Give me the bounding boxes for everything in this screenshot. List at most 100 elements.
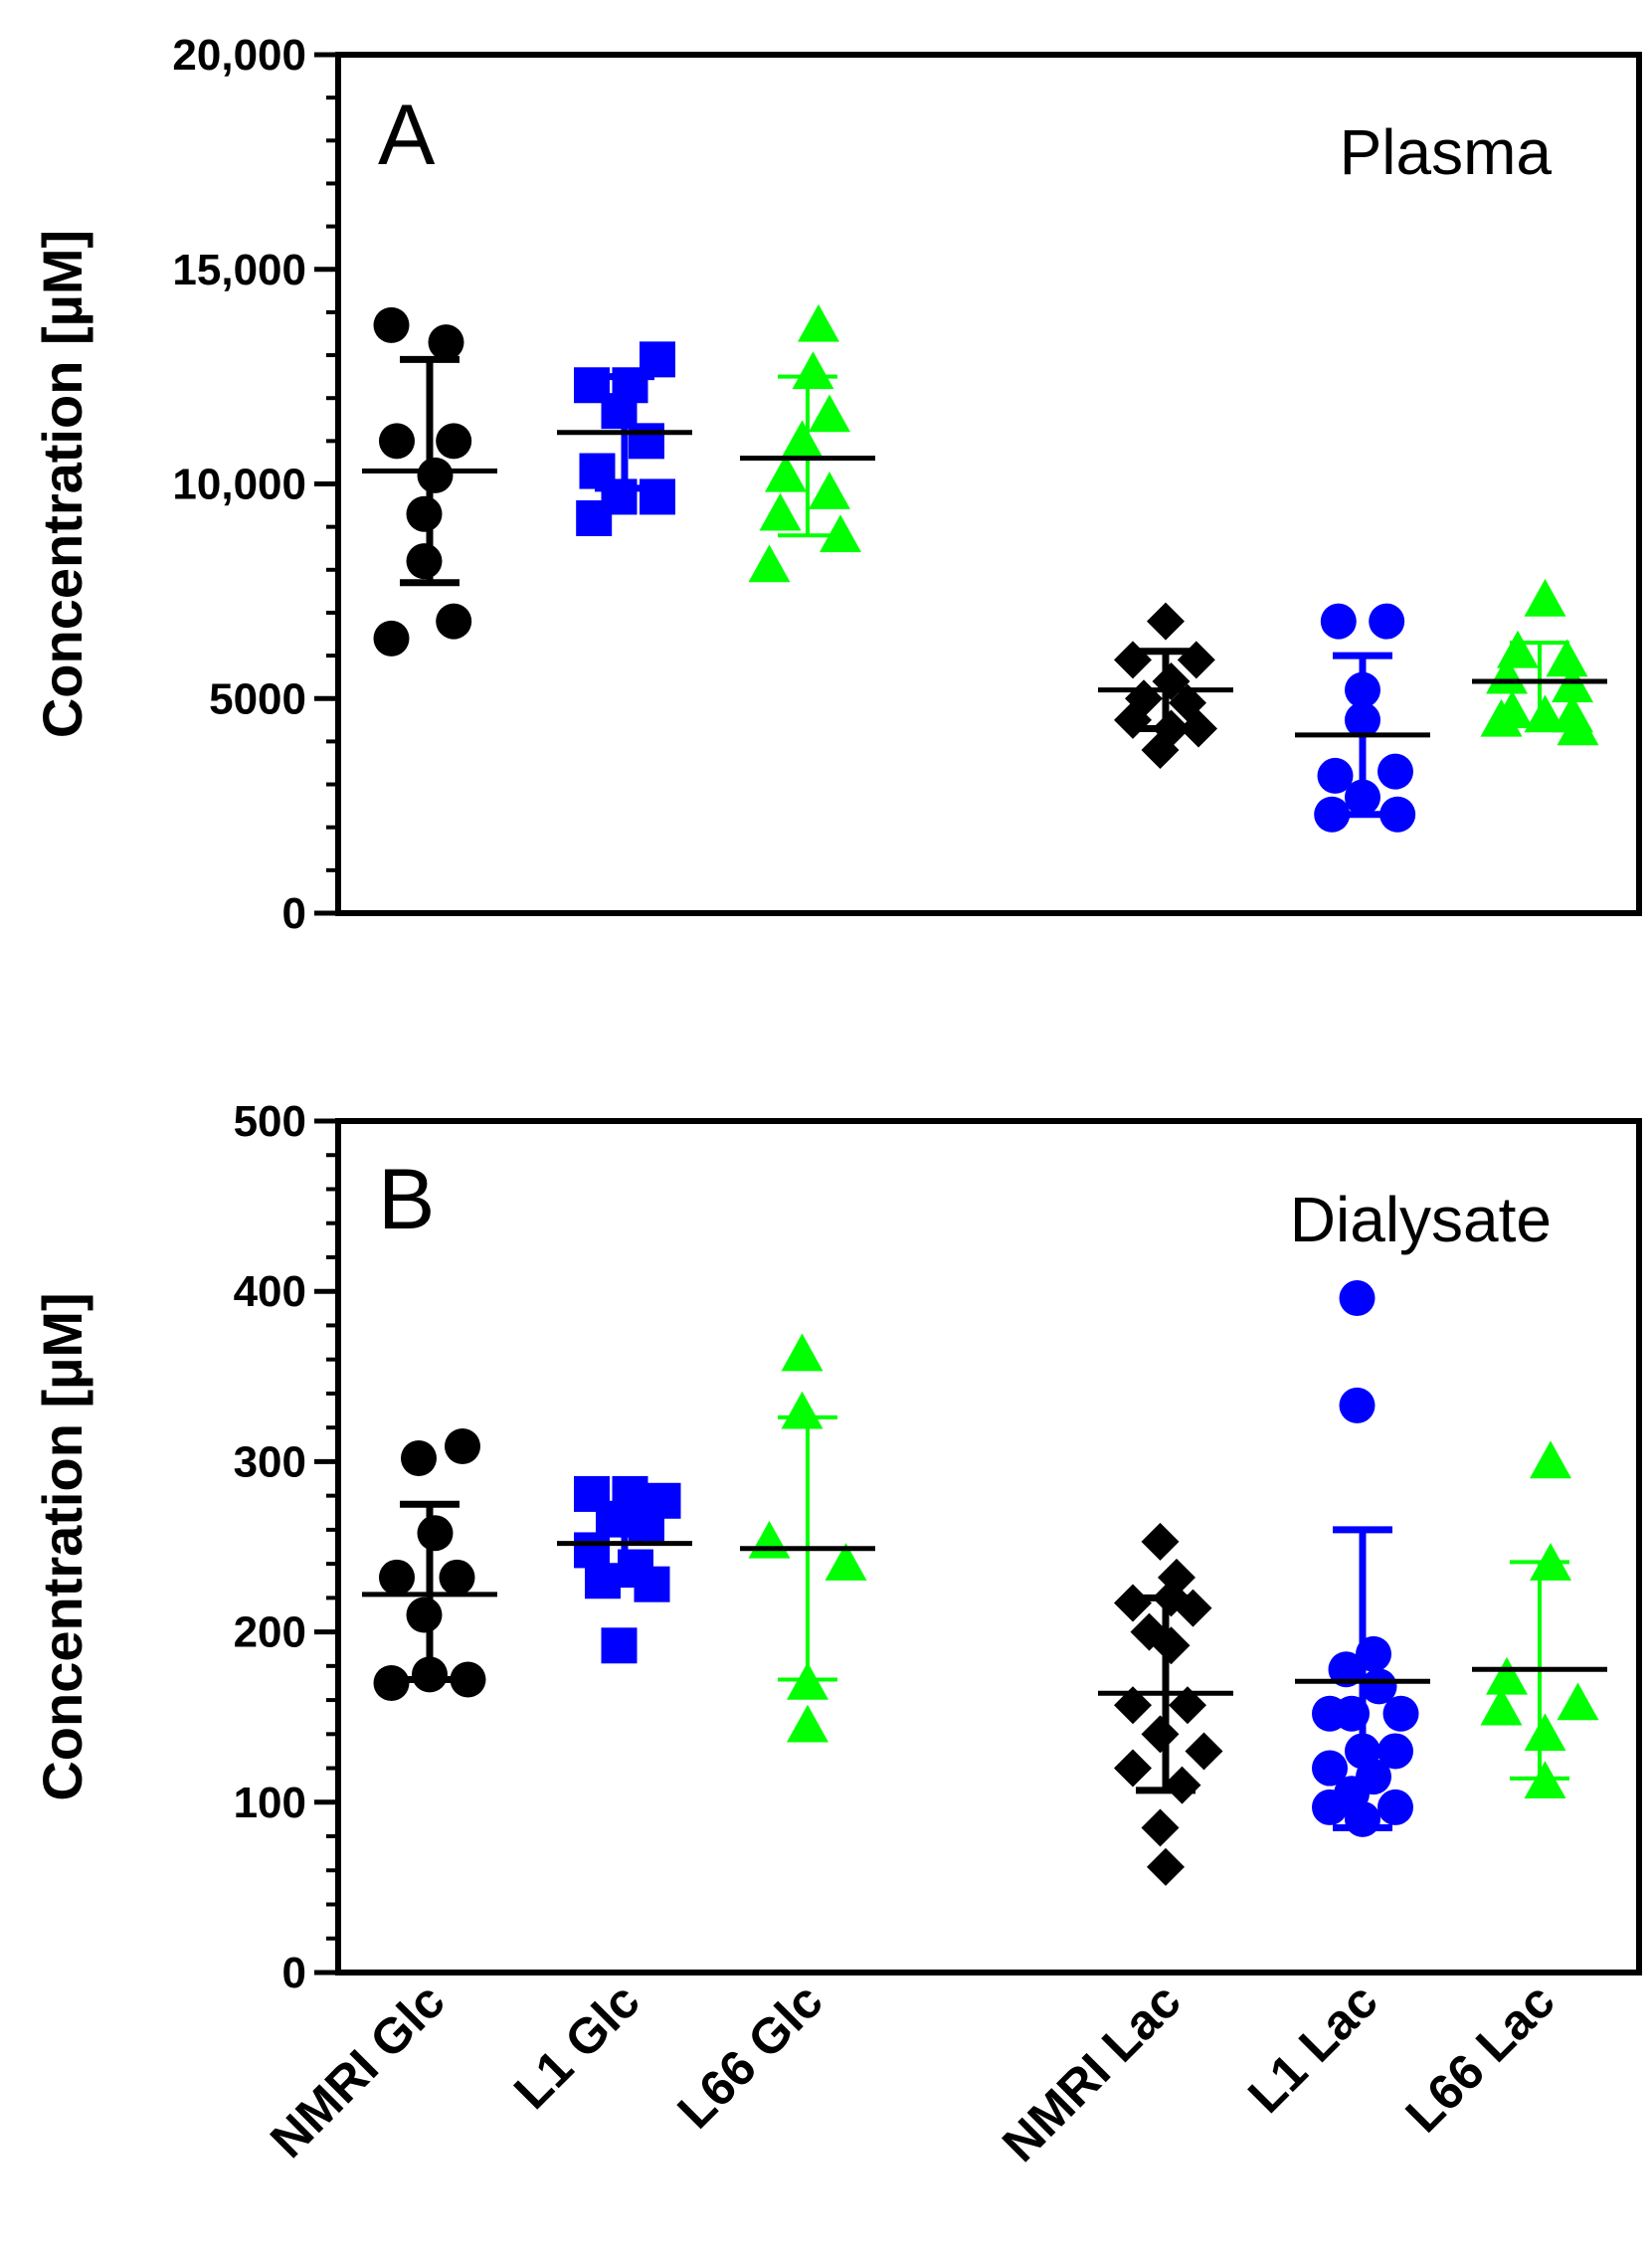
y-tick-label: 20,000	[172, 31, 306, 80]
y-tick-label: 15,000	[172, 246, 306, 294]
y-axis-title: Concentration [µM]	[31, 1292, 93, 1800]
data-point-diamond	[1152, 1626, 1191, 1665]
data-point-circle	[1377, 1788, 1413, 1825]
data-point-circle	[406, 543, 443, 580]
data-point-circle	[1339, 1387, 1376, 1423]
data-point-diamond	[1114, 641, 1152, 679]
series-l1-glc	[557, 1475, 692, 1664]
series-nmri-lac	[1098, 1522, 1233, 1886]
data-point-diamond	[1177, 641, 1215, 679]
data-point-square	[601, 393, 638, 430]
data-point-triangle	[798, 303, 839, 342]
data-point-diamond	[1163, 1766, 1201, 1804]
data-point-triangle	[781, 420, 824, 459]
data-point-square	[576, 500, 613, 537]
data-point-triangle	[809, 471, 850, 509]
y-tick-label: 0	[282, 889, 306, 938]
data-point-triangle	[1530, 1440, 1571, 1479]
data-point-diamond	[1147, 602, 1185, 641]
series-l66-lac	[1472, 1440, 1607, 1799]
data-point-circle	[373, 306, 410, 343]
data-point-diamond	[1114, 1749, 1152, 1788]
data-point-circle	[1377, 753, 1413, 790]
data-point-circle	[450, 1661, 486, 1698]
series-l1-glc	[557, 341, 692, 537]
series-nmri-lac	[1098, 602, 1233, 770]
panel-a: 0 5000 10,000 15,000 20,000 Concentration [µM…	[31, 31, 1642, 938]
data-point-circle	[1317, 757, 1354, 794]
data-point-circle	[1314, 796, 1351, 833]
data-point-circle	[417, 457, 454, 493]
data-point-diamond	[1141, 1522, 1180, 1561]
data-point-circle	[445, 1427, 480, 1464]
data-point-circle	[436, 423, 472, 460]
data-point-circle	[1339, 1280, 1376, 1317]
data-point-circle	[406, 1597, 443, 1633]
data-point-triangle	[1480, 1687, 1523, 1726]
data-point-circle	[428, 324, 464, 361]
data-point-square	[629, 1508, 664, 1545]
data-point-circle	[406, 495, 443, 532]
data-point-triangle	[781, 1333, 824, 1372]
x-category-label: NMRI Glc	[260, 1973, 456, 2168]
data-point-circle	[417, 1515, 454, 1552]
data-point-triangle	[1557, 1682, 1599, 1721]
data-point-diamond	[1147, 1847, 1185, 1886]
y-tick-label: 200	[234, 1608, 306, 1657]
data-point-triangle	[748, 544, 791, 583]
data-point-circle	[1361, 1668, 1397, 1705]
data-point-triangle	[792, 351, 834, 390]
data-point-triangle	[781, 1391, 824, 1429]
series-nmri-glc	[362, 1427, 497, 1701]
data-point-circle	[436, 603, 472, 640]
x-category-label: L1 Glc	[503, 1973, 650, 2120]
panel-letter: B	[378, 1152, 435, 1247]
data-point-diamond	[1141, 1808, 1180, 1847]
data-point-circle	[1377, 1733, 1413, 1770]
panel-title: Plasma	[1340, 116, 1553, 188]
data-point-circle	[1369, 603, 1405, 640]
data-point-circle	[1328, 1651, 1365, 1688]
y-tick-label: 0	[282, 1949, 306, 1997]
data-point-triangle	[820, 514, 861, 553]
series-l66-lac	[1472, 579, 1607, 746]
data-point-diamond	[1114, 1584, 1152, 1622]
data-point-circle	[379, 423, 415, 460]
data-point-triangle	[1486, 1656, 1528, 1695]
x-category-label: L66 Glc	[666, 1973, 832, 2139]
data-point-circle	[379, 1559, 415, 1596]
y-tick-label: 5000	[209, 674, 306, 723]
panel-title: Dialysate	[1290, 1184, 1552, 1255]
series-nmri-glc	[362, 306, 497, 657]
data-point-triangle	[825, 1543, 867, 1581]
data-point-triangle	[787, 1704, 828, 1743]
series-l1-lac	[1295, 603, 1430, 833]
data-point-diamond	[1185, 1732, 1223, 1771]
data-point-square	[574, 1532, 610, 1569]
data-point-triangle	[748, 1520, 791, 1559]
y-tick-label: 100	[234, 1779, 306, 1827]
plot-frame	[335, 1118, 1642, 1976]
data-point-triangle	[1546, 639, 1588, 677]
data-point-triangle	[1497, 630, 1539, 668]
data-point-circle	[373, 1664, 410, 1701]
data-point-circle	[401, 1439, 437, 1476]
data-point-square	[629, 423, 664, 460]
data-point-diamond	[1141, 1715, 1180, 1754]
data-point-circle	[1382, 1695, 1419, 1732]
y-tick-label: 10,000	[172, 461, 306, 509]
x-category-label: L1 Lac	[1237, 1973, 1388, 2124]
data-point-circle	[373, 620, 410, 657]
y-tick-label: 300	[234, 1437, 306, 1486]
y-tick-label: 500	[234, 1097, 306, 1146]
data-point-square	[640, 341, 675, 378]
data-point-triangle	[809, 394, 850, 433]
data-point-triangle	[1557, 707, 1599, 746]
data-point-triangle	[1524, 1713, 1566, 1752]
data-point-diamond	[1141, 731, 1180, 770]
panel-b: 0 100 200 300 400 500 Concentration [µM] B Dialy…	[31, 1097, 1642, 2172]
data-point-triangle	[1480, 698, 1523, 737]
data-point-triangle	[1486, 656, 1528, 694]
data-point-triangle	[765, 454, 807, 492]
